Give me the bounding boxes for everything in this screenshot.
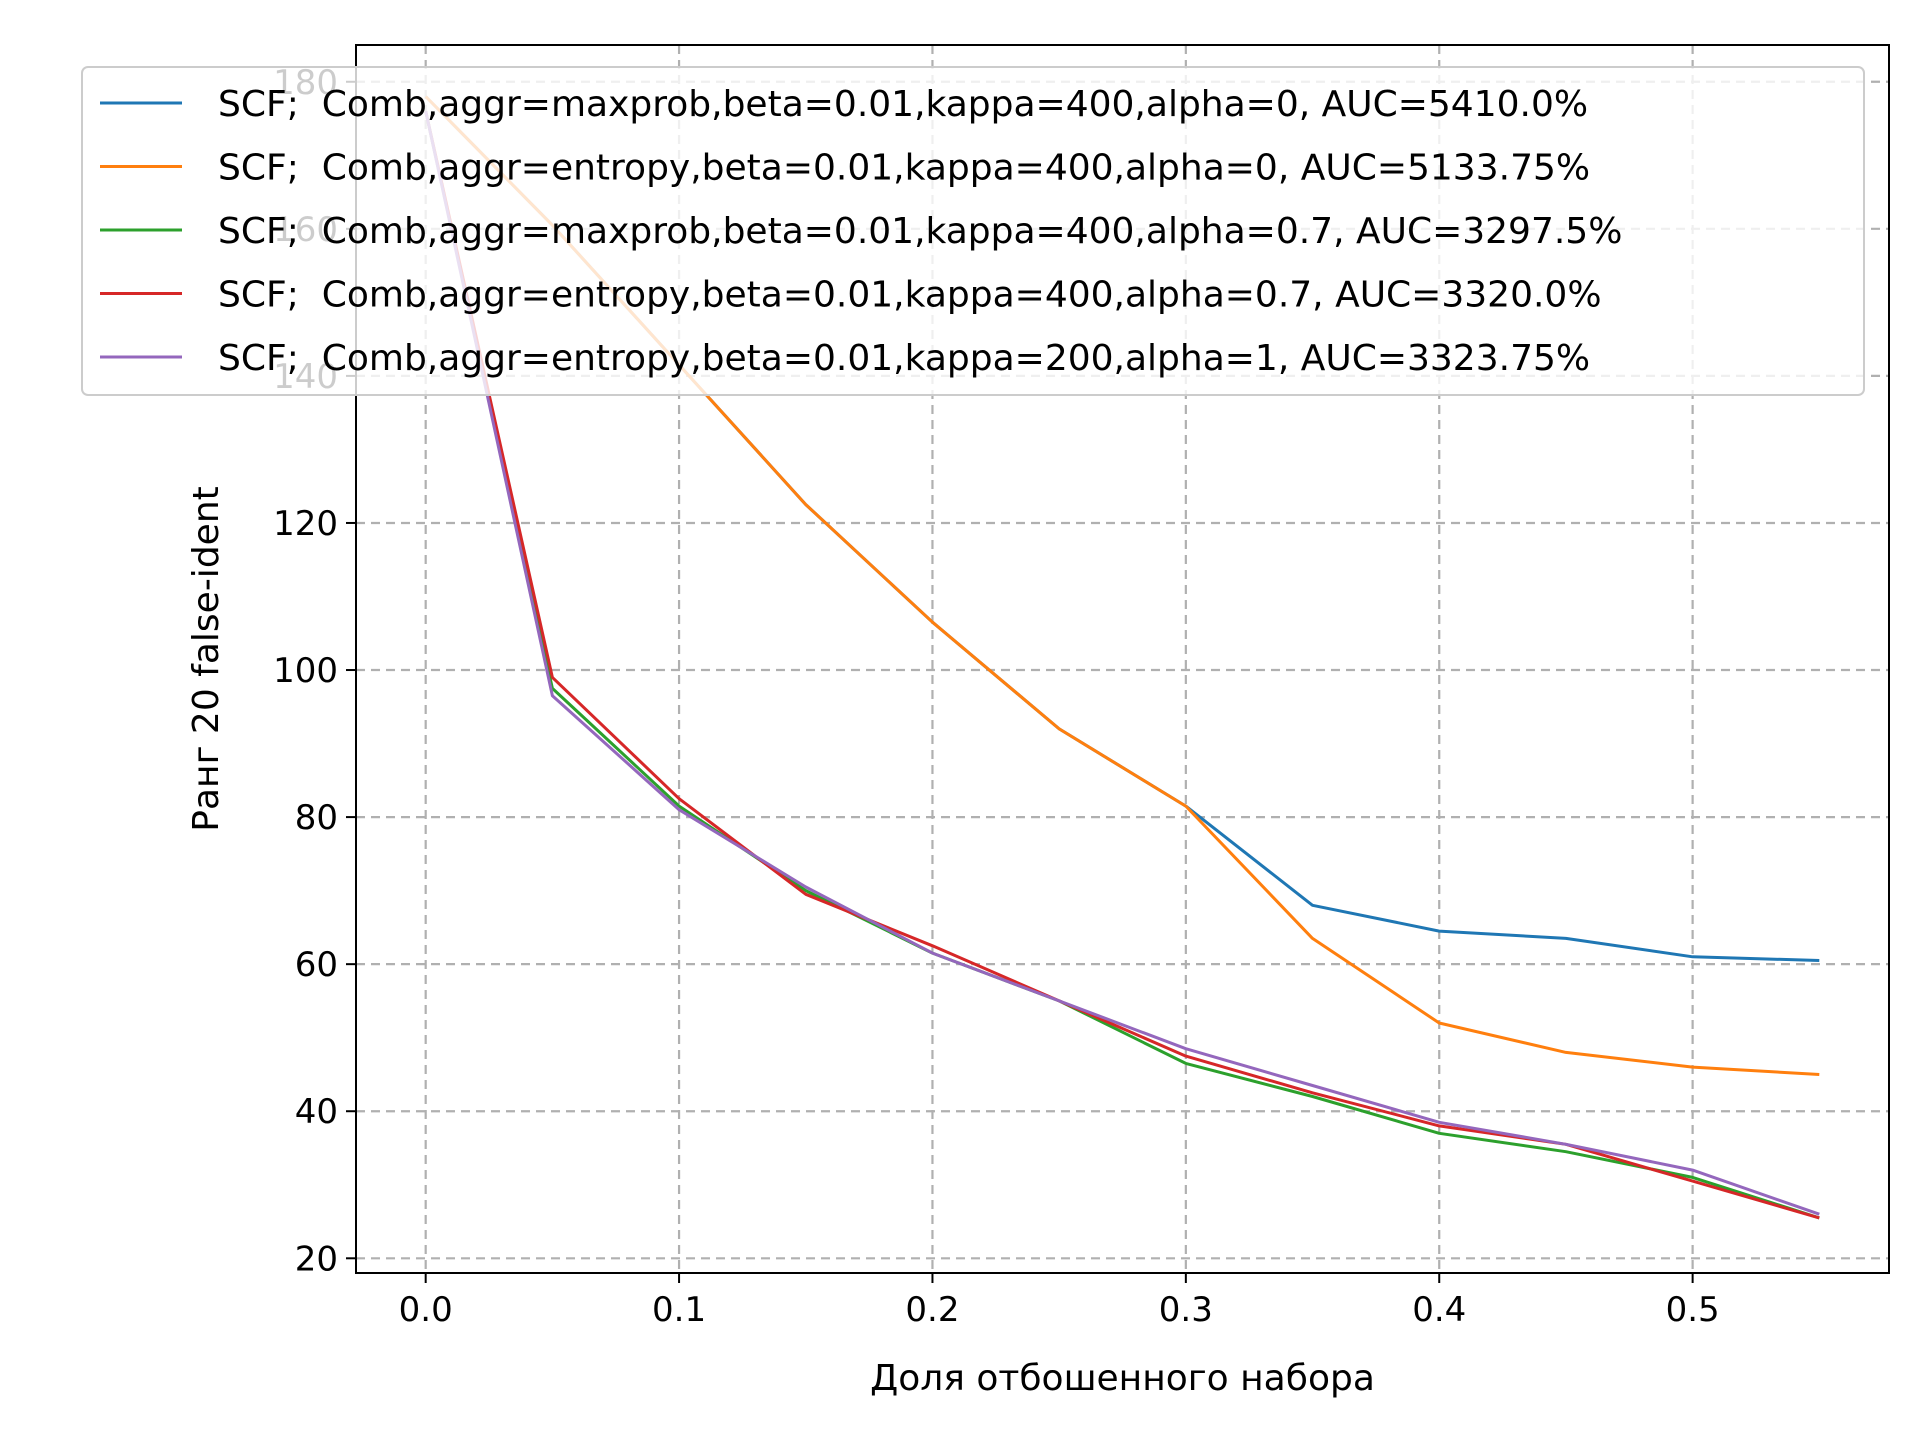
y-tick-label: 120 [273,504,338,544]
x-tick-label: 0.0 [399,1290,453,1330]
x-tick-label: 0.4 [1412,1290,1466,1330]
series-line-4 [424,110,1820,1220]
legend-label-5: SCF; Comb,aggr=entropy,beta=0.01,kappa=2… [218,338,1590,379]
x-tick-label: 0.5 [1666,1290,1720,1330]
y-tick-label: 80 [295,798,338,838]
legend-label-3: SCF; Comb,aggr=maxprob,beta=0.01,kappa=4… [218,211,1622,252]
y-tick-label: 60 [295,945,338,985]
x-axis-label: Доля отбошенного набора [870,1358,1375,1399]
y-axis-label: Ранг 20 false-ident [186,486,227,831]
series-line-3 [424,110,1820,1220]
y-tick-label: 20 [295,1239,338,1279]
x-tick-label: 0.1 [652,1290,706,1330]
y-tick-label: 40 [295,1092,338,1132]
plot-area-frame [355,44,1890,1274]
legend-label-2: SCF; Comb,aggr=entropy,beta=0.01,kappa=4… [218,148,1590,189]
x-tick-label: 0.2 [905,1290,959,1330]
legend: SCF; Comb,aggr=maxprob,beta=0.01,kappa=4… [81,66,1865,396]
legend-box [81,66,1865,396]
x-tick-label: 0.3 [1159,1290,1213,1330]
series-lines [424,95,1820,1220]
legend-label-1: SCF; Comb,aggr=maxprob,beta=0.01,kappa=4… [218,84,1588,125]
series-line-5 [424,110,1820,1216]
legend-label-4: SCF; Comb,aggr=entropy,beta=0.01,kappa=4… [218,275,1602,316]
y-tick-label: 100 [273,651,338,691]
